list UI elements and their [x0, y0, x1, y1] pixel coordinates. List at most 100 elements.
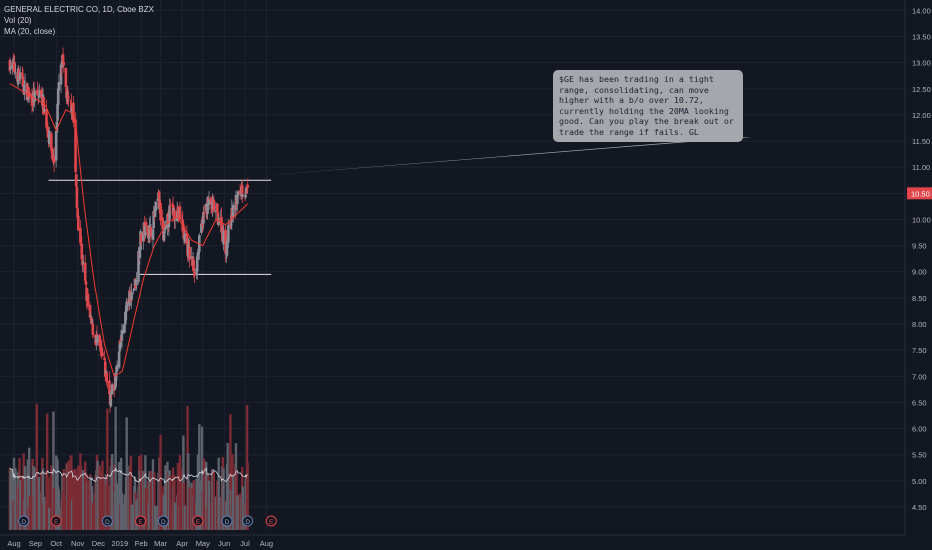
- candle-body: [238, 190, 242, 194]
- candle-body: [17, 70, 21, 76]
- candle-body: [86, 293, 90, 307]
- svg-text:E: E: [138, 519, 143, 526]
- candle-body: [133, 287, 136, 291]
- candle-body: [152, 211, 155, 229]
- volume-bar: [52, 488, 56, 530]
- price-tick-label: 13.50: [912, 32, 931, 41]
- price-tick-label: 12.00: [912, 111, 931, 120]
- price-tick-label: 7.50: [912, 346, 927, 355]
- candle-body: [168, 205, 171, 221]
- volume-bar: [212, 472, 216, 530]
- volume-bar: [125, 417, 128, 530]
- candle-body: [225, 242, 229, 256]
- earnings-marker[interactable]: E: [50, 515, 62, 527]
- volume-bar: [48, 507, 51, 530]
- candle-body: [69, 100, 73, 102]
- last-price-label: 10.50: [911, 189, 930, 198]
- candle-body: [128, 290, 132, 293]
- volume-bar: [14, 467, 17, 530]
- earnings-marker[interactable]: E: [265, 515, 277, 527]
- candle-body: [231, 204, 235, 217]
- candle-body: [40, 89, 43, 99]
- candle-body: [52, 156, 56, 163]
- candle-body: [182, 226, 186, 240]
- candle-body: [207, 199, 211, 206]
- dividend-marker[interactable]: D: [242, 515, 254, 527]
- candle-body: [115, 364, 119, 372]
- candle-body: [8, 59, 12, 71]
- candle-body: [139, 234, 143, 242]
- volume-bar: [23, 466, 27, 530]
- candle-body: [36, 90, 39, 94]
- volume-bar: [57, 489, 61, 530]
- volume-bar: [33, 467, 36, 530]
- candle-body: [229, 224, 233, 226]
- price-tick-label: 8.00: [912, 320, 927, 329]
- svg-text:D: D: [225, 519, 230, 526]
- volume-bar: [178, 455, 182, 530]
- candle-body: [74, 174, 78, 187]
- price-tick-label: 6.50: [912, 398, 927, 407]
- horizontal-levels[interactable]: [48, 179, 272, 275]
- candle-body: [135, 280, 138, 286]
- volume-bar: [130, 504, 133, 530]
- candle-body: [195, 256, 199, 272]
- dividend-marker[interactable]: D: [18, 515, 30, 527]
- candle-body: [108, 380, 111, 395]
- dividend-marker[interactable]: D: [157, 515, 169, 527]
- candle-body: [106, 381, 109, 383]
- candle-body: [11, 61, 14, 69]
- volume-bar: [154, 505, 157, 530]
- candle-body: [124, 310, 128, 313]
- time-tick-label: Aug: [260, 539, 273, 548]
- candle-body: [122, 324, 126, 334]
- candle-body: [99, 345, 102, 348]
- time-axis[interactable]: Aug Sep Oct Nov Dec 2019 Feb Mar Apr May Jun Jul Aug: [0, 534, 905, 548]
- volume-bar: [205, 461, 208, 530]
- candle-body: [149, 226, 153, 237]
- svg-text:E: E: [196, 519, 201, 526]
- dividend-marker[interactable]: D: [101, 515, 113, 527]
- candle-body: [128, 291, 131, 306]
- candle-body: [54, 130, 58, 161]
- candle-body: [162, 231, 166, 241]
- candle-body: [90, 320, 94, 323]
- candle-body: [146, 225, 150, 239]
- candle-body: [56, 103, 59, 121]
- candle-body: [23, 81, 27, 83]
- price-tick-label: 4.50: [912, 503, 927, 512]
- time-tick-label: Sep: [29, 539, 42, 548]
- volume-bar: [183, 505, 187, 530]
- volume-bar: [140, 454, 143, 530]
- candle-body: [120, 330, 124, 341]
- annotation-callout[interactable]: $GE has been trading in a tight range, c…: [553, 70, 743, 142]
- dividend-marker[interactable]: D: [221, 515, 233, 527]
- candle-body: [241, 194, 245, 197]
- time-tick-label: Jun: [218, 539, 230, 548]
- candle-body: [144, 224, 147, 236]
- candle-body: [212, 199, 216, 211]
- candle-body: [14, 72, 17, 74]
- price-axis[interactable]: 4.50 5.00 5.50 6.00 6.50 7.00 7.50 8.00 8.50 9.00…: [904, 0, 932, 535]
- earnings-marker[interactable]: E: [135, 515, 147, 527]
- svg-text:D: D: [245, 519, 250, 526]
- volume-bar: [198, 424, 201, 530]
- candle-body: [46, 126, 50, 138]
- earnings-marker[interactable]: E: [192, 515, 204, 527]
- candle-body: [31, 103, 34, 105]
- candle-body: [166, 213, 170, 225]
- candle-body: [42, 96, 46, 115]
- price-tick-label: 5.00: [912, 477, 927, 486]
- volume-bar: [101, 460, 104, 530]
- candle-body: [61, 54, 65, 63]
- svg-text:D: D: [21, 519, 26, 526]
- volume-bar: [173, 502, 177, 530]
- candle-body: [23, 84, 26, 95]
- candle-body: [118, 341, 122, 352]
- candle-body: [178, 206, 182, 220]
- volume-bar: [28, 496, 32, 530]
- volume-bar: [149, 470, 153, 530]
- candle-body: [175, 210, 179, 221]
